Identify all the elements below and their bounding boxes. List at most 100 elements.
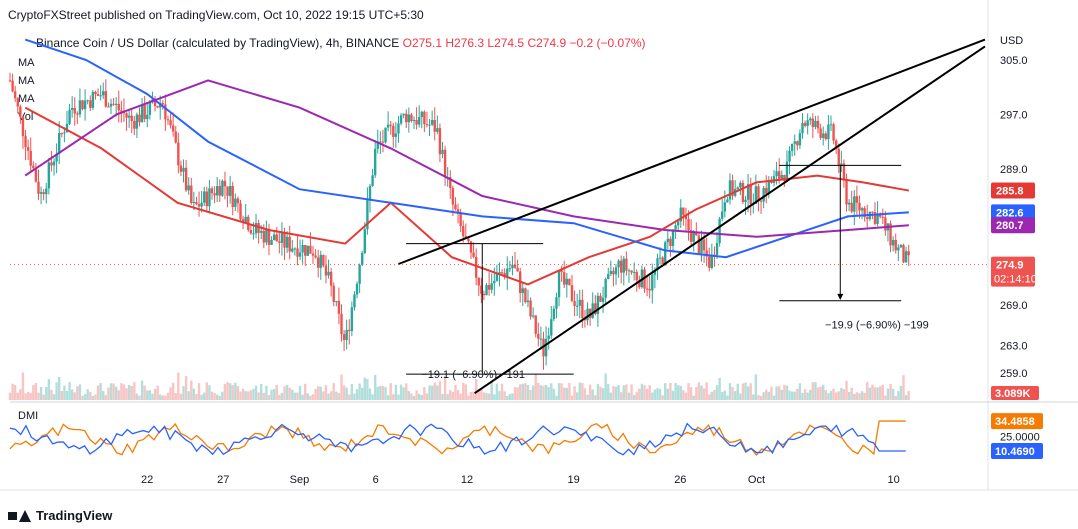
candle-body (29, 150, 32, 166)
volume-bar (617, 385, 620, 400)
candle-body (679, 207, 682, 222)
tradingview-footer[interactable]: TradingView (8, 508, 112, 523)
volume-bar (746, 386, 750, 400)
x-tick-label: 10 (887, 474, 899, 486)
candle-body (332, 285, 335, 302)
candle-body (114, 103, 118, 105)
candle-body (710, 254, 714, 268)
candle-body (788, 150, 791, 162)
volume-bar (858, 393, 861, 400)
candle-body (744, 199, 747, 203)
candle-body (467, 238, 470, 242)
volume-bar (91, 395, 95, 400)
volume-bar (480, 388, 483, 400)
candle-body (767, 180, 771, 194)
candle-body (866, 217, 869, 220)
volume-bar (397, 394, 400, 400)
candle-body (267, 229, 271, 245)
ma-line-3 (24, 79, 909, 238)
volume-bar (824, 390, 828, 400)
candle-body (70, 107, 74, 110)
volume-bar (433, 382, 436, 400)
candle-body (125, 113, 128, 118)
candle-body (508, 268, 512, 270)
volume-bar (741, 383, 745, 400)
y-tick-label: 305.0 (1000, 55, 1028, 67)
candle-body (878, 213, 882, 217)
candle-body (96, 94, 100, 96)
candle-body (329, 271, 333, 286)
volume-bar (280, 392, 284, 400)
candle-body (39, 192, 43, 194)
volume-bar (485, 393, 488, 400)
volume-bar (588, 384, 592, 400)
volume-bar (335, 391, 338, 400)
volume-bar (542, 385, 545, 400)
candle-body (65, 123, 69, 133)
candle-body (221, 180, 224, 196)
volume-bar (666, 388, 670, 400)
volume-bar (645, 388, 649, 400)
volume-bar (876, 387, 879, 400)
candle-body (876, 213, 879, 224)
volume-bar (298, 385, 302, 400)
volume-bar (231, 385, 234, 400)
candle-body (648, 288, 651, 291)
volume-bar (102, 390, 105, 400)
volume-bar (638, 388, 641, 400)
candle-body (739, 182, 742, 188)
volume-bar (322, 391, 325, 400)
candle-body (563, 272, 566, 285)
volume-bar (200, 394, 203, 400)
volume-bar (728, 383, 732, 400)
candle-body (394, 133, 398, 137)
candle-body (487, 284, 491, 290)
candle-body (353, 294, 356, 308)
volume-bar (526, 384, 530, 400)
candle-body (809, 118, 812, 121)
candle-body (599, 295, 602, 302)
volume-bar (775, 386, 778, 400)
legend-ma-2[interactable]: MA (18, 75, 35, 87)
volume-bar (676, 385, 680, 400)
candle-body (410, 114, 413, 122)
volume-bar (563, 387, 566, 400)
candle-body (19, 106, 22, 117)
volume-bar (752, 394, 755, 400)
candle-body (692, 232, 695, 242)
candle-body (860, 208, 864, 211)
volume-bar (850, 387, 853, 400)
volume-bar (493, 394, 496, 400)
legend-ma-3[interactable]: MA (18, 93, 35, 105)
candle-body (490, 283, 493, 290)
candle-body (617, 260, 620, 268)
x-tick-label: Oct (748, 474, 765, 486)
volume-bar (873, 387, 877, 400)
volume-bar (291, 389, 294, 400)
volume-bar (120, 383, 123, 400)
volume-bar (878, 386, 882, 400)
volume-bar (24, 393, 27, 400)
dmi-minus-line (9, 422, 906, 456)
volume-bar (260, 383, 263, 400)
candle-body (552, 308, 556, 320)
candle-body (192, 201, 196, 204)
volume-bar (210, 391, 214, 400)
volume-bar (262, 392, 266, 400)
candle-body (153, 99, 157, 107)
candle-body (296, 248, 299, 257)
y-tick-label: 289.0 (1000, 164, 1028, 176)
volume-bar (495, 383, 499, 400)
candle-body (855, 196, 859, 203)
volume-bar (508, 393, 512, 400)
candle-body (638, 280, 641, 288)
volume-bar (570, 395, 574, 400)
legend-ma-1[interactable]: MA (18, 57, 35, 69)
volume-bar (39, 386, 43, 400)
price-tag (991, 256, 1035, 287)
candle-body (451, 188, 455, 205)
candle-body (749, 184, 752, 205)
candle-body (570, 285, 574, 301)
volume-bar (226, 382, 229, 400)
